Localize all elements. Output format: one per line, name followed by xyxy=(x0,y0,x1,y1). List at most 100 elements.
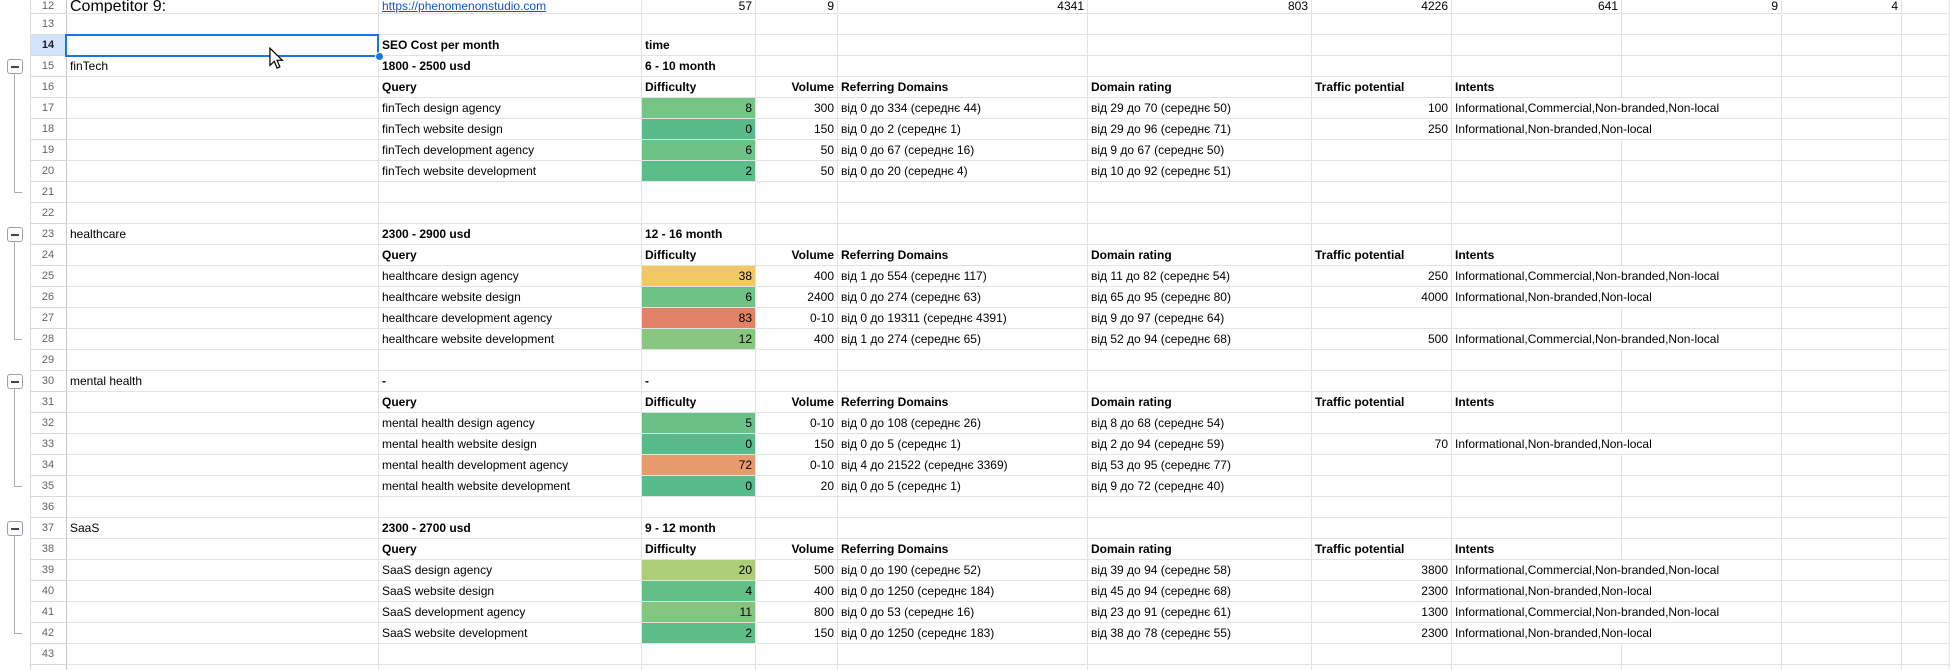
cell-c26[interactable]: 6 xyxy=(642,287,756,308)
cell-k25[interactable] xyxy=(1902,266,1950,287)
cell-d37[interactable] xyxy=(756,518,838,539)
row-header-17[interactable]: 17 xyxy=(30,98,67,119)
cell-d15[interactable] xyxy=(756,56,838,77)
cell-f44[interactable] xyxy=(1088,665,1312,670)
cell-d30[interactable] xyxy=(756,371,838,392)
cell-j19[interactable] xyxy=(1782,140,1902,161)
cell-h44[interactable] xyxy=(1452,665,1622,670)
cell-c24[interactable]: Difficulty xyxy=(642,245,756,266)
cell-k39[interactable] xyxy=(1902,560,1950,581)
cell-a36[interactable] xyxy=(67,497,379,518)
cell-a41[interactable] xyxy=(67,602,379,623)
cell-d38[interactable]: Volume xyxy=(756,539,838,560)
cell-f33[interactable]: від 2 до 94 (середнє 59) xyxy=(1088,434,1312,455)
cell-c28[interactable]: 12 xyxy=(642,329,756,350)
row-header-31[interactable]: 31 xyxy=(30,392,67,413)
cell-b44[interactable] xyxy=(379,665,642,670)
cell-f26[interactable]: від 65 до 95 (середнє 80) xyxy=(1088,287,1312,308)
cell-b19[interactable]: finTech development agency xyxy=(379,140,642,161)
cell-c25[interactable]: 38 xyxy=(642,266,756,287)
cell-j15[interactable] xyxy=(1782,56,1902,77)
cell-b14[interactable]: SEO Cost per month xyxy=(379,35,642,56)
cell-f34[interactable]: від 53 до 95 (середнє 77) xyxy=(1088,455,1312,476)
cell-a25[interactable] xyxy=(67,266,379,287)
cell-b25[interactable]: healthcare design agency xyxy=(379,266,642,287)
cell-h25[interactable]: Informational,Commercial,Non-branded,Non… xyxy=(1452,266,1782,287)
cell-h12[interactable]: 641 xyxy=(1452,0,1622,14)
collapse-group-button[interactable] xyxy=(7,521,23,536)
cell-c14[interactable]: time xyxy=(642,35,756,56)
cell-e35[interactable]: від 0 до 5 (середнє 1) xyxy=(838,476,1088,497)
cell-k17[interactable] xyxy=(1902,98,1950,119)
cell-a13[interactable] xyxy=(67,14,379,35)
cell-i12[interactable]: 9 xyxy=(1622,0,1782,14)
cell-h16[interactable]: Intents xyxy=(1452,77,1622,98)
cell-a33[interactable] xyxy=(67,434,379,455)
cell-a23[interactable]: healthcare xyxy=(67,224,379,245)
cell-b13[interactable] xyxy=(379,14,642,35)
row-header-38[interactable]: 38 xyxy=(30,539,67,560)
cell-k37[interactable] xyxy=(1902,518,1950,539)
cell-j21[interactable] xyxy=(1782,182,1902,203)
cell-e21[interactable] xyxy=(838,182,1088,203)
cell-k34[interactable] xyxy=(1902,455,1950,476)
cell-j42[interactable] xyxy=(1782,623,1902,644)
cell-d12[interactable]: 9 xyxy=(756,0,838,14)
cell-c40[interactable]: 4 xyxy=(642,581,756,602)
cell-j30[interactable] xyxy=(1782,371,1902,392)
cell-a26[interactable] xyxy=(67,287,379,308)
cell-e30[interactable] xyxy=(838,371,1088,392)
cell-g12[interactable]: 4226 xyxy=(1312,0,1452,14)
cell-g43[interactable] xyxy=(1312,644,1452,665)
cell-h18[interactable]: Informational,Non-branded,Non-local xyxy=(1452,119,1782,140)
cell-b21[interactable] xyxy=(379,182,642,203)
cell-e22[interactable] xyxy=(838,203,1088,224)
cell-c16[interactable]: Difficulty xyxy=(642,77,756,98)
cell-f17[interactable]: від 29 до 70 (середнє 50) xyxy=(1088,98,1312,119)
cell-e33[interactable]: від 0 до 5 (середнє 1) xyxy=(838,434,1088,455)
cell-b29[interactable] xyxy=(379,350,642,371)
cell-f15[interactable] xyxy=(1088,56,1312,77)
row-header-19[interactable]: 19 xyxy=(30,140,67,161)
row-header-23[interactable]: 23 xyxy=(30,224,67,245)
cell-c41[interactable]: 11 xyxy=(642,602,756,623)
cell-i44[interactable] xyxy=(1622,665,1782,670)
cell-j31[interactable] xyxy=(1782,392,1902,413)
cell-a19[interactable] xyxy=(67,140,379,161)
cell-k35[interactable] xyxy=(1902,476,1950,497)
cell-i13[interactable] xyxy=(1622,14,1782,35)
row-header-16[interactable]: 16 xyxy=(30,77,67,98)
cell-f22[interactable] xyxy=(1088,203,1312,224)
cell-f41[interactable]: від 23 до 91 (середнє 61) xyxy=(1088,602,1312,623)
cell-i34[interactable] xyxy=(1622,455,1782,476)
cell-b18[interactable]: finTech website design xyxy=(379,119,642,140)
cell-e23[interactable] xyxy=(838,224,1088,245)
cell-j44[interactable] xyxy=(1782,665,1902,670)
cell-c27[interactable]: 83 xyxy=(642,308,756,329)
cell-e18[interactable]: від 0 до 2 (середнє 1) xyxy=(838,119,1088,140)
competitor-url-link[interactable]: https://phenomenonstudio.com xyxy=(382,0,547,13)
cell-f32[interactable]: від 8 до 68 (середнє 54) xyxy=(1088,413,1312,434)
cell-e38[interactable]: Referring Domains xyxy=(838,539,1088,560)
row-header-32[interactable]: 32 xyxy=(30,413,67,434)
cell-b15[interactable]: 1800 - 2500 usd xyxy=(379,56,642,77)
cell-g19[interactable] xyxy=(1312,140,1452,161)
cell-k12[interactable] xyxy=(1902,0,1950,14)
row-header-14[interactable]: 14 xyxy=(30,35,67,56)
cell-j26[interactable] xyxy=(1782,287,1902,308)
cell-a22[interactable] xyxy=(67,203,379,224)
cell-a34[interactable] xyxy=(67,455,379,476)
cell-k36[interactable] xyxy=(1902,497,1950,518)
cell-j24[interactable] xyxy=(1782,245,1902,266)
cell-j33[interactable] xyxy=(1782,434,1902,455)
cell-e41[interactable]: від 0 до 53 (середнє 16) xyxy=(838,602,1088,623)
cell-g38[interactable]: Traffic potential xyxy=(1312,539,1452,560)
cell-c42[interactable]: 2 xyxy=(642,623,756,644)
cell-g13[interactable] xyxy=(1312,14,1452,35)
cell-a15[interactable]: finTech xyxy=(67,56,379,77)
cell-j36[interactable] xyxy=(1782,497,1902,518)
cell-e28[interactable]: від 1 до 274 (середнє 65) xyxy=(838,329,1088,350)
cell-h36[interactable] xyxy=(1452,497,1622,518)
cell-a44[interactable] xyxy=(67,665,379,670)
cell-k41[interactable] xyxy=(1902,602,1950,623)
